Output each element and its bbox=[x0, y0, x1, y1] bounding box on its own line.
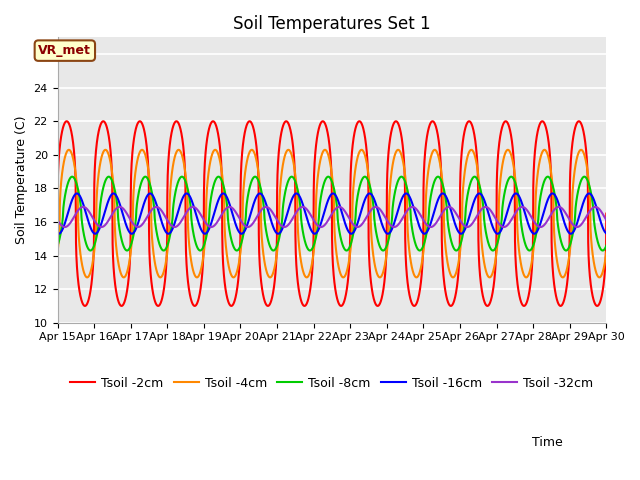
Tsoil -4cm bbox=[592, 268, 600, 274]
Tsoil -32cm bbox=[602, 217, 610, 223]
Y-axis label: Soil Temperature (C): Soil Temperature (C) bbox=[15, 116, 28, 244]
Tsoil -2cm bbox=[264, 303, 272, 309]
Tsoil -8cm bbox=[602, 243, 610, 249]
Tsoil -2cm bbox=[63, 119, 70, 124]
Text: Time: Time bbox=[532, 436, 563, 449]
Tsoil -2cm bbox=[288, 135, 296, 141]
Tsoil -16cm bbox=[149, 193, 157, 199]
Text: VR_met: VR_met bbox=[38, 44, 92, 57]
Tsoil -32cm bbox=[264, 204, 272, 210]
Tsoil -8cm bbox=[599, 248, 607, 253]
Tsoil -2cm bbox=[149, 289, 157, 295]
Tsoil -4cm bbox=[602, 250, 610, 255]
Title: Soil Temperatures Set 1: Soil Temperatures Set 1 bbox=[233, 15, 431, 33]
Tsoil -16cm bbox=[602, 230, 610, 236]
Tsoil -2cm bbox=[532, 135, 540, 141]
Tsoil -4cm bbox=[595, 275, 603, 280]
Tsoil -2cm bbox=[116, 302, 124, 308]
Tsoil -8cm bbox=[264, 238, 272, 243]
Legend: Tsoil -2cm, Tsoil -4cm, Tsoil -8cm, Tsoil -16cm, Tsoil -32cm: Tsoil -2cm, Tsoil -4cm, Tsoil -8cm, Tsoi… bbox=[65, 372, 598, 395]
Tsoil -4cm bbox=[532, 181, 540, 187]
Tsoil -4cm bbox=[116, 269, 124, 275]
Tsoil -2cm bbox=[602, 211, 610, 216]
Tsoil -4cm bbox=[149, 245, 157, 251]
Tsoil -32cm bbox=[61, 224, 68, 230]
Tsoil -32cm bbox=[532, 222, 540, 228]
Tsoil -32cm bbox=[591, 204, 599, 210]
Tsoil -32cm bbox=[592, 204, 600, 210]
Tsoil -16cm bbox=[116, 203, 124, 208]
Tsoil -4cm bbox=[264, 273, 272, 278]
Tsoil -8cm bbox=[149, 195, 157, 201]
Line: Tsoil -16cm: Tsoil -16cm bbox=[58, 193, 606, 234]
Tsoil -8cm bbox=[116, 231, 124, 237]
Tsoil -32cm bbox=[288, 217, 296, 223]
Tsoil -16cm bbox=[54, 230, 61, 236]
Tsoil -4cm bbox=[54, 250, 61, 255]
Tsoil -16cm bbox=[288, 196, 296, 202]
Tsoil -8cm bbox=[54, 243, 61, 249]
Tsoil -8cm bbox=[288, 174, 296, 180]
Tsoil -16cm bbox=[592, 203, 600, 208]
Line: Tsoil -4cm: Tsoil -4cm bbox=[58, 150, 606, 277]
Line: Tsoil -8cm: Tsoil -8cm bbox=[58, 177, 606, 251]
Tsoil -32cm bbox=[54, 217, 61, 223]
Tsoil -4cm bbox=[65, 147, 73, 153]
Tsoil -2cm bbox=[592, 302, 600, 308]
Line: Tsoil -32cm: Tsoil -32cm bbox=[58, 207, 606, 227]
Tsoil -16cm bbox=[585, 191, 593, 196]
Tsoil -32cm bbox=[149, 206, 157, 212]
Line: Tsoil -2cm: Tsoil -2cm bbox=[58, 121, 606, 306]
Tsoil -32cm bbox=[116, 204, 124, 210]
Tsoil -16cm bbox=[55, 231, 63, 237]
Tsoil -16cm bbox=[532, 229, 540, 235]
Tsoil -2cm bbox=[54, 211, 61, 216]
Tsoil -8cm bbox=[592, 229, 600, 235]
Tsoil -8cm bbox=[68, 174, 76, 180]
Tsoil -8cm bbox=[532, 229, 540, 235]
Tsoil -2cm bbox=[593, 303, 601, 309]
Tsoil -4cm bbox=[288, 153, 296, 159]
Tsoil -16cm bbox=[264, 208, 272, 214]
